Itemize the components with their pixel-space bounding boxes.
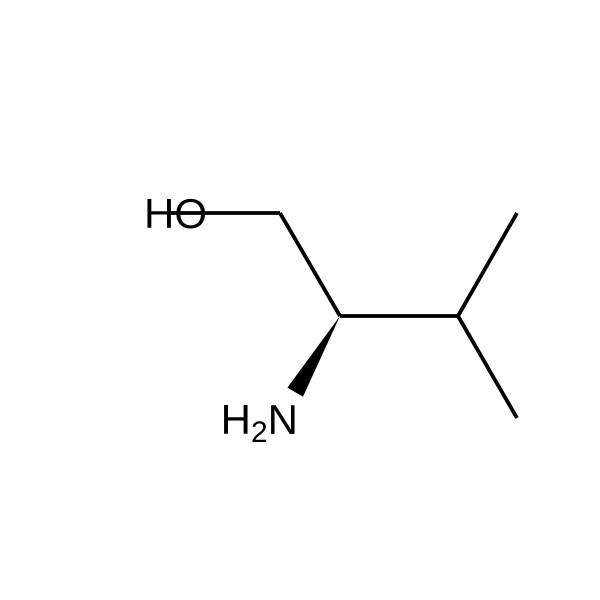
molecule-diagram: HOH2N (0, 0, 600, 600)
diagram-background (0, 0, 600, 600)
atom-label-OH: HO (144, 190, 207, 237)
